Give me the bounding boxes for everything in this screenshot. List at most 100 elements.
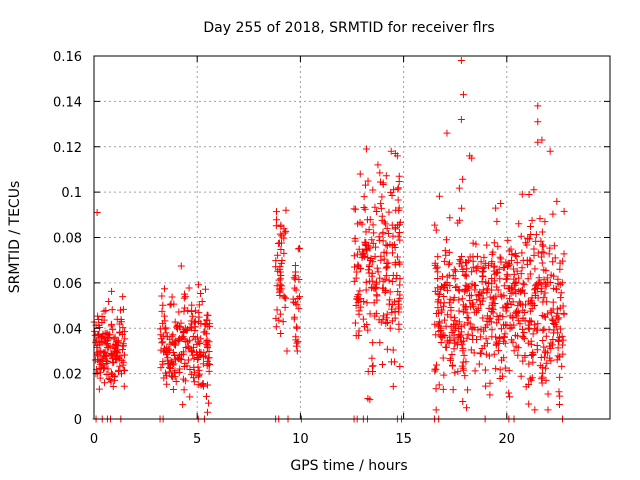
- data-point: [370, 229, 378, 237]
- data-point: [531, 284, 539, 292]
- data-point: [179, 401, 187, 409]
- data-point: [362, 145, 370, 153]
- data-point: [164, 356, 172, 364]
- data-point: [395, 221, 403, 229]
- data-point: [445, 261, 453, 269]
- data-point: [292, 342, 300, 350]
- data-point: [446, 214, 454, 222]
- data-point: [351, 319, 359, 327]
- data-point: [432, 331, 440, 339]
- data-point: [544, 406, 552, 414]
- data-point: [541, 347, 549, 355]
- data-point: [451, 317, 459, 325]
- data-point: [494, 268, 502, 276]
- data-point: [190, 318, 198, 326]
- data-point: [202, 321, 210, 329]
- data-point: [534, 138, 542, 146]
- data-point: [186, 393, 194, 401]
- y-tick-label: 0.1: [61, 186, 82, 201]
- data-point: [95, 347, 103, 355]
- data-point: [479, 273, 487, 281]
- data-point: [468, 325, 476, 333]
- data-point: [389, 301, 397, 309]
- data-point: [391, 314, 399, 322]
- data-point: [546, 342, 554, 350]
- data-point: [447, 313, 455, 321]
- data-point: [121, 328, 129, 336]
- data-point: [488, 326, 496, 334]
- data-point: [392, 275, 400, 283]
- data-point: [435, 309, 443, 317]
- data-point: [379, 316, 387, 324]
- data-point: [492, 365, 500, 373]
- data-point: [534, 279, 542, 287]
- data-point: [197, 290, 205, 298]
- data-point: [396, 229, 404, 237]
- data-point: [449, 386, 457, 394]
- data-point: [102, 307, 110, 315]
- data-point: [557, 294, 565, 302]
- data-point: [273, 208, 281, 216]
- data-point: [510, 280, 518, 288]
- data-point: [362, 286, 370, 294]
- data-point: [116, 329, 124, 337]
- data-point: [275, 276, 283, 284]
- data-point: [381, 286, 389, 294]
- data-point: [455, 287, 463, 295]
- data-point: [388, 221, 396, 229]
- data-point: [184, 356, 192, 364]
- data-point: [435, 192, 443, 200]
- data-point: [556, 373, 564, 381]
- data-point: [116, 306, 124, 314]
- data-point: [357, 303, 365, 311]
- data-point: [538, 311, 546, 319]
- data-point: [360, 204, 368, 212]
- data-point: [560, 309, 568, 317]
- data-point: [177, 262, 185, 270]
- data-point: [439, 302, 447, 310]
- data-point: [468, 332, 476, 340]
- data-point: [540, 293, 548, 301]
- data-point: [95, 385, 103, 393]
- data-point: [520, 328, 528, 336]
- data-point: [103, 343, 111, 351]
- data-point: [107, 322, 115, 330]
- data-point: [538, 248, 546, 256]
- data-point: [194, 281, 202, 289]
- data-point: [525, 400, 533, 408]
- data-point: [493, 338, 501, 346]
- data-point: [105, 334, 113, 342]
- data-point: [121, 351, 129, 359]
- data-point: [396, 260, 404, 268]
- data-point: [494, 242, 502, 250]
- data-point: [189, 351, 197, 359]
- data-point: [540, 276, 548, 284]
- data-point: [479, 314, 487, 322]
- data-point: [434, 304, 442, 312]
- data-point: [163, 333, 171, 341]
- data-point: [530, 301, 538, 309]
- data-point: [169, 331, 177, 339]
- data-point: [279, 318, 287, 326]
- data-point: [272, 222, 280, 230]
- data-point: [441, 331, 449, 339]
- data-point: [461, 271, 469, 279]
- data-point: [462, 281, 470, 289]
- data-point: [487, 318, 495, 326]
- data-point: [394, 184, 402, 192]
- data-point: [354, 291, 362, 299]
- data-point: [376, 236, 384, 244]
- data-point: [514, 308, 522, 316]
- data-point: [357, 265, 365, 273]
- data-point: [533, 346, 541, 354]
- data-point: [532, 231, 540, 239]
- data-point: [192, 348, 200, 356]
- data-point: [362, 278, 370, 286]
- data-point: [119, 342, 127, 350]
- data-point: [431, 367, 439, 375]
- data-point: [358, 254, 366, 262]
- data-point: [369, 186, 377, 194]
- data-point: [187, 307, 195, 315]
- chart-title: Day 255 of 2018, SRMTID for receiver flr…: [203, 20, 494, 36]
- data-point: [180, 307, 188, 315]
